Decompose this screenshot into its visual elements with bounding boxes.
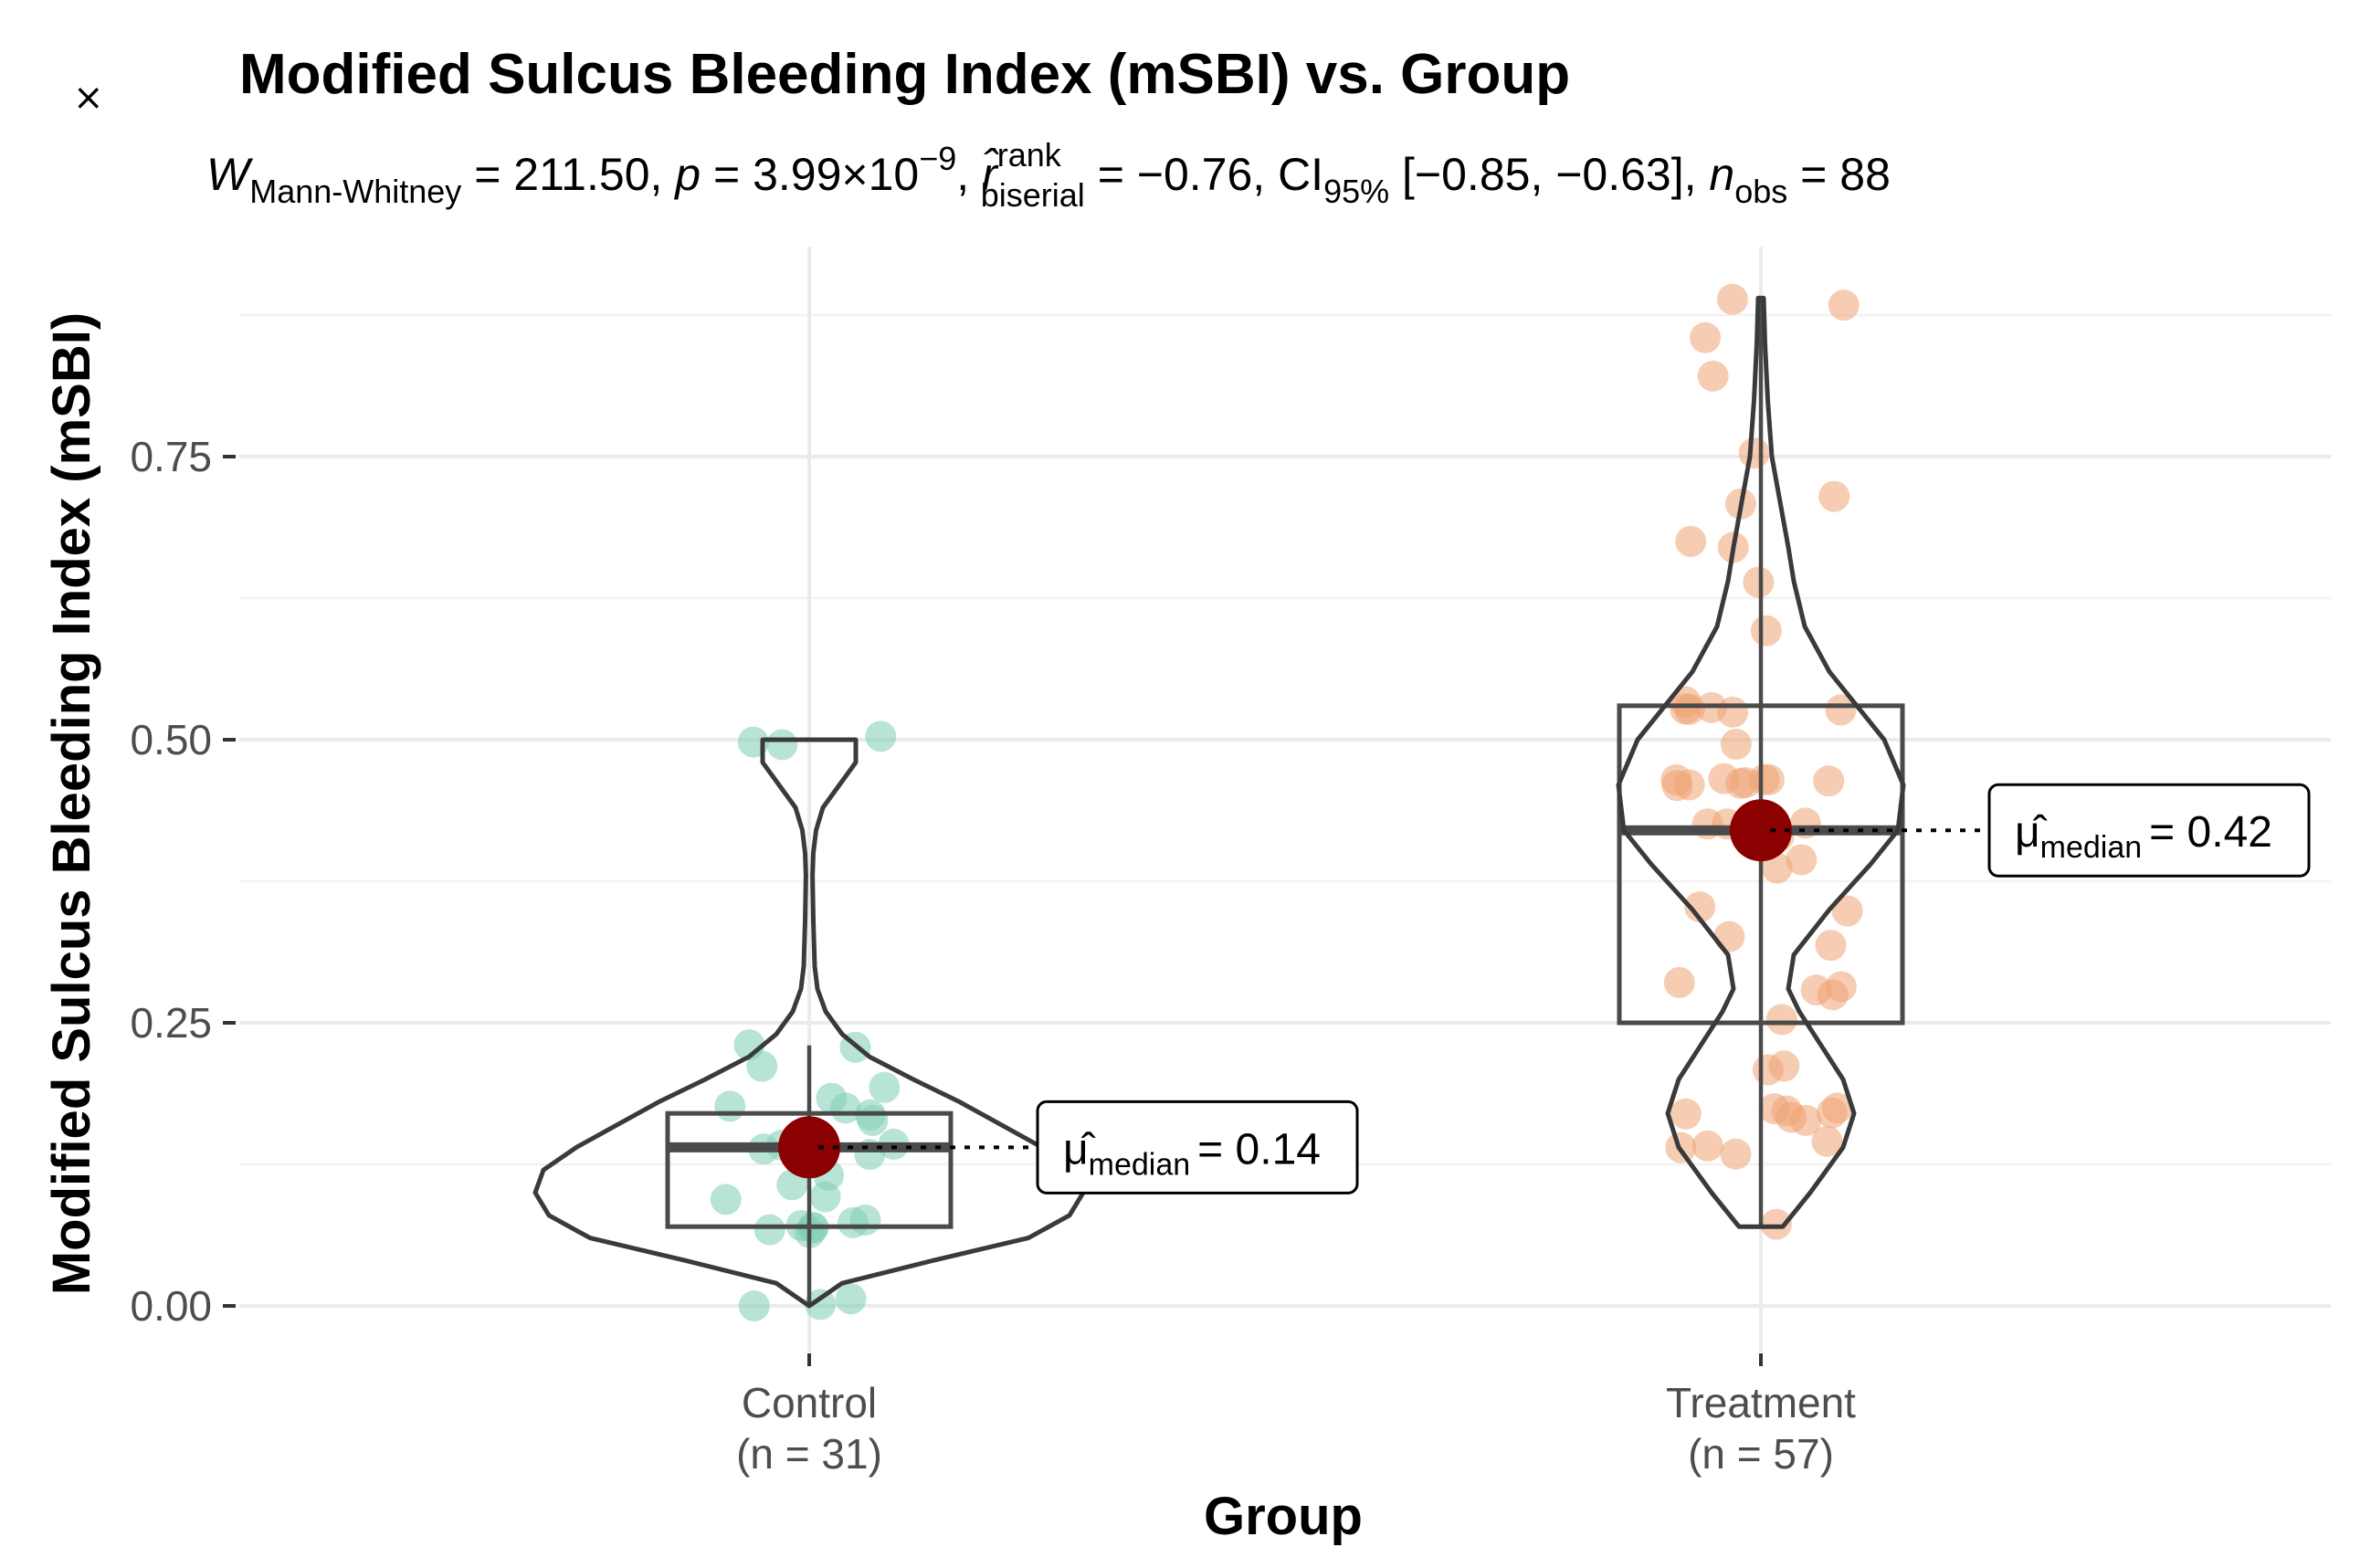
treatment-data-point [1813, 765, 1845, 797]
treatment-data-point [1697, 360, 1729, 392]
control-data-point [753, 1214, 785, 1246]
effect-sub: biserial [981, 176, 1085, 214]
treatment-data-point [1825, 694, 1857, 726]
treatment-data-point [1818, 480, 1850, 512]
treatment-data-point [1748, 763, 1780, 795]
control-data-point [738, 1290, 770, 1322]
control-data-point [865, 721, 897, 752]
treatment-data-point [1831, 895, 1863, 927]
treatment-data-point [1716, 283, 1748, 315]
control-data-point [835, 1283, 867, 1315]
control-median-label-box [1036, 1100, 1359, 1194]
control-data-point [838, 1206, 869, 1238]
stat-sub: Mann-Whitney [249, 173, 461, 210]
y-axis-title: Modified Sulcus Bleeding Index (mSBI) [42, 312, 101, 1295]
p-symbol: p [673, 149, 701, 200]
n-value: = 88 [1787, 149, 1891, 200]
treatment-box [1617, 703, 1905, 1026]
treatment-data-point [1720, 1138, 1752, 1170]
treatment-data-point [1670, 693, 1702, 725]
chart-subtitle: WMann-Whitney = 211.50, p = 3.99×10−9, r… [206, 136, 1891, 214]
control-violin [532, 737, 1086, 1309]
n-symbol: n [1709, 149, 1734, 200]
control-median-marker [778, 1116, 840, 1179]
y-tick-label: 0.75 [130, 433, 212, 480]
treatment-data-point [1811, 1125, 1843, 1157]
treatment-data-point [1713, 921, 1745, 952]
x-tick-count-label: (n = 57) [1688, 1430, 1834, 1478]
treatment-data-point [1743, 566, 1775, 598]
treatment-data-point [1786, 844, 1818, 876]
control-median-label: μ̂median = 0.14 [1063, 1125, 1321, 1182]
treatment-data-point [1760, 1208, 1792, 1240]
ci-value: [−0.85, −0.63], [1389, 149, 1709, 200]
treatment-violin [1616, 295, 1906, 1229]
close-icon[interactable]: × [73, 77, 104, 119]
treatment-data-point [1675, 525, 1707, 557]
treatment-data-point [1758, 1092, 1790, 1124]
treatment-data-point [1768, 1050, 1800, 1082]
treatment-data-point [1663, 966, 1695, 998]
chart-title: Modified Sulcus Bleeding Index (mSBI) vs… [239, 43, 1570, 106]
control-data-point [816, 1082, 848, 1114]
control-data-point [714, 1090, 746, 1122]
treatment-data-point [1691, 1130, 1723, 1162]
treatment-data-point [1684, 891, 1716, 923]
treatment-data-point [1738, 437, 1770, 469]
treatment-data-point [1761, 852, 1793, 884]
p-value: = 3.99×10 [701, 149, 919, 200]
treatment-median-marker [1730, 799, 1792, 862]
treatment-data-point [1690, 321, 1722, 353]
treatment-data-point [1821, 1092, 1853, 1124]
treatment-median-label-box [1987, 783, 2311, 878]
y-tick-label: 0.50 [130, 716, 212, 763]
control-data-point [805, 1289, 837, 1321]
effect-value: = −0.76, CI [1085, 149, 1323, 200]
treatment-data-point [1815, 930, 1847, 962]
control-box [665, 1110, 954, 1229]
x-tick-label: Control [742, 1379, 877, 1426]
control-data-point [869, 1071, 901, 1103]
control-data-point [776, 1169, 808, 1201]
treatment-data-point [1661, 770, 1693, 802]
x-tick-label: Treatment [1666, 1379, 1856, 1426]
treatment-data-point [1720, 728, 1752, 760]
stat-symbol: W [206, 149, 254, 200]
treatment-median-label: μ̂median = 0.42 [2015, 808, 2272, 865]
treatment-data-point [1708, 763, 1740, 795]
treatment-data-point [1828, 289, 1860, 321]
ci-sub: 95% [1323, 173, 1389, 210]
stat-value: = 211.50, [461, 149, 675, 200]
plot-marks: μ̂median = 0.14 μ̂median = 0.42 [532, 283, 2311, 1322]
axes: 0.00 0.25 0.50 0.75 Control(n = 31) Treatment… [130, 433, 1856, 1478]
y-tick-label: 0.25 [130, 999, 212, 1047]
control-data-point [710, 1184, 742, 1215]
treatment-data-point [1670, 1098, 1702, 1130]
control-data-point [766, 729, 798, 761]
p-exponent: −9 [919, 140, 956, 177]
treatment-data-point [1750, 615, 1782, 647]
effect-symbol: r̂ [982, 149, 999, 200]
treatment-data-point [1800, 974, 1832, 1006]
effect-sup: rank [997, 136, 1062, 174]
y-tick-label: 0.00 [130, 1282, 212, 1330]
x-tick-count-label: (n = 31) [736, 1430, 882, 1478]
n-sub: obs [1734, 173, 1787, 210]
x-axis-title: Group [1204, 1487, 1363, 1546]
treatment-data-point [1765, 1004, 1797, 1036]
